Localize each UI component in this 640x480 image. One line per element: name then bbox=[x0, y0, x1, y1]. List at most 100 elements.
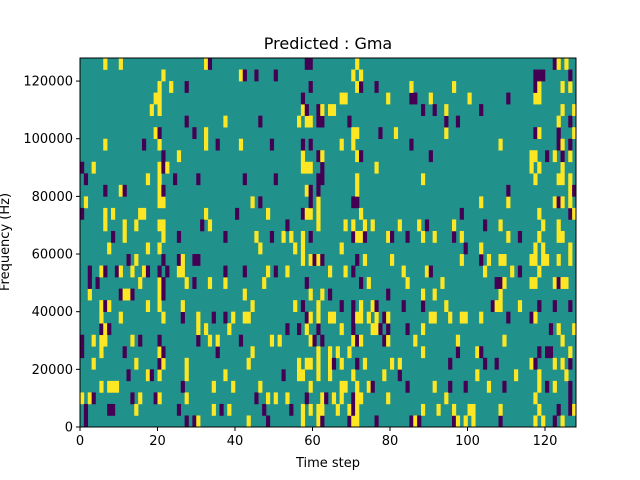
heatmap-cell bbox=[207, 277, 213, 289]
heatmap-cell bbox=[339, 392, 344, 405]
heatmap-cell bbox=[537, 92, 542, 105]
heatmap-cell bbox=[413, 415, 418, 428]
heatmap-cell bbox=[486, 254, 492, 266]
heatmap-cell bbox=[537, 127, 542, 140]
heatmap-cell bbox=[339, 323, 344, 336]
heatmap-cell bbox=[103, 300, 108, 312]
heatmap-cell bbox=[320, 173, 325, 186]
heatmap-cell bbox=[103, 323, 108, 336]
heatmap-cell bbox=[533, 242, 538, 255]
heatmap-cell bbox=[502, 380, 507, 393]
heatmap-cell bbox=[269, 230, 275, 243]
heatmap-cell bbox=[196, 254, 201, 266]
heatmap-cell bbox=[246, 357, 251, 370]
heatmap-cell bbox=[359, 300, 364, 312]
heatmap-cell bbox=[242, 288, 247, 301]
heatmap-cell bbox=[560, 161, 565, 174]
heatmap-cell bbox=[173, 173, 178, 186]
heatmap-cell bbox=[475, 369, 480, 382]
heatmap-cell bbox=[421, 104, 426, 116]
x-tick-label: 40 bbox=[227, 434, 244, 449]
heatmap-cell bbox=[103, 184, 108, 197]
heatmap-cell bbox=[130, 392, 135, 405]
heatmap-cell bbox=[568, 254, 573, 266]
heatmap-cell bbox=[483, 265, 488, 278]
heatmap-cell bbox=[196, 415, 201, 428]
heatmap-cell bbox=[572, 127, 577, 140]
heatmap-cell bbox=[149, 369, 154, 382]
heatmap-cell bbox=[421, 323, 426, 336]
heatmap-cell bbox=[552, 150, 557, 163]
heatmap-cell bbox=[300, 300, 306, 312]
heatmap-cell bbox=[343, 265, 348, 278]
heatmap-cell bbox=[157, 357, 162, 370]
heatmap-cell bbox=[231, 311, 236, 324]
heatmap-cell bbox=[564, 277, 569, 289]
heatmap-cell bbox=[560, 138, 565, 151]
heatmap-cell bbox=[351, 138, 356, 151]
heatmap-cell bbox=[184, 81, 189, 93]
heatmap-cell bbox=[463, 311, 468, 324]
heatmap-cell bbox=[359, 207, 364, 220]
heatmap-cell bbox=[254, 230, 259, 243]
heatmap-cell bbox=[91, 334, 96, 347]
heatmap-cell bbox=[335, 346, 340, 359]
heatmap-cell bbox=[370, 300, 375, 312]
heatmap-cell bbox=[393, 127, 399, 140]
heatmap-cell bbox=[355, 311, 360, 324]
heatmap-cell bbox=[153, 392, 158, 405]
heatmap-cell bbox=[122, 288, 127, 301]
heatmap-cell bbox=[382, 311, 387, 324]
heatmap-cell bbox=[529, 357, 534, 370]
heatmap-cell bbox=[273, 392, 278, 405]
heatmap-cell bbox=[502, 277, 507, 289]
heatmap-cell bbox=[386, 288, 391, 301]
heatmap-cell bbox=[479, 254, 484, 266]
heatmap-cell bbox=[176, 150, 182, 163]
heatmap-cell bbox=[529, 254, 534, 266]
heatmap-cell bbox=[180, 300, 185, 312]
heatmap-cell bbox=[304, 311, 309, 324]
heatmap-cell bbox=[227, 323, 232, 336]
heatmap-cell bbox=[134, 219, 139, 232]
heatmap-cell bbox=[355, 196, 360, 209]
heatmap-cell bbox=[572, 104, 577, 116]
heatmap-cell bbox=[122, 230, 127, 243]
heatmap-cell bbox=[242, 173, 247, 186]
heatmap-cell bbox=[87, 265, 92, 278]
heatmap-cell bbox=[428, 92, 433, 105]
heatmap-cell bbox=[91, 392, 96, 405]
heatmap-cell bbox=[308, 403, 313, 416]
heatmap-cell bbox=[320, 392, 325, 405]
heatmap-cell bbox=[149, 104, 154, 116]
heatmap-cell bbox=[409, 92, 414, 105]
heatmap-cell bbox=[498, 254, 503, 266]
heatmap-cell bbox=[529, 311, 534, 324]
heatmap-cell bbox=[502, 334, 507, 347]
heatmap-cell bbox=[351, 369, 356, 382]
heatmap-cell bbox=[254, 69, 259, 82]
heatmap-cell bbox=[320, 403, 325, 416]
heatmap-cell bbox=[316, 184, 321, 197]
heatmap-cell bbox=[328, 265, 333, 278]
heatmap-cell bbox=[479, 242, 484, 255]
heatmap-cell bbox=[343, 219, 348, 232]
heatmap-cell bbox=[537, 300, 542, 312]
heatmap-cell bbox=[316, 150, 321, 163]
heatmap-cell bbox=[300, 415, 306, 428]
heatmap-cell bbox=[297, 115, 302, 128]
heatmap-cell bbox=[378, 127, 383, 140]
heatmap-cell bbox=[176, 230, 182, 243]
heatmap-cell bbox=[537, 161, 542, 174]
heatmap-cell bbox=[359, 277, 364, 289]
heatmap-cell bbox=[405, 323, 410, 336]
heatmap-cell bbox=[266, 415, 271, 428]
heatmap-cell bbox=[494, 357, 499, 370]
heatmap-cell bbox=[250, 196, 255, 209]
heatmap-cell bbox=[277, 334, 282, 347]
heatmap-cell bbox=[494, 300, 499, 312]
heatmap-cell bbox=[351, 392, 356, 405]
heatmap-cell bbox=[359, 311, 364, 324]
heatmap-cell bbox=[95, 277, 100, 289]
